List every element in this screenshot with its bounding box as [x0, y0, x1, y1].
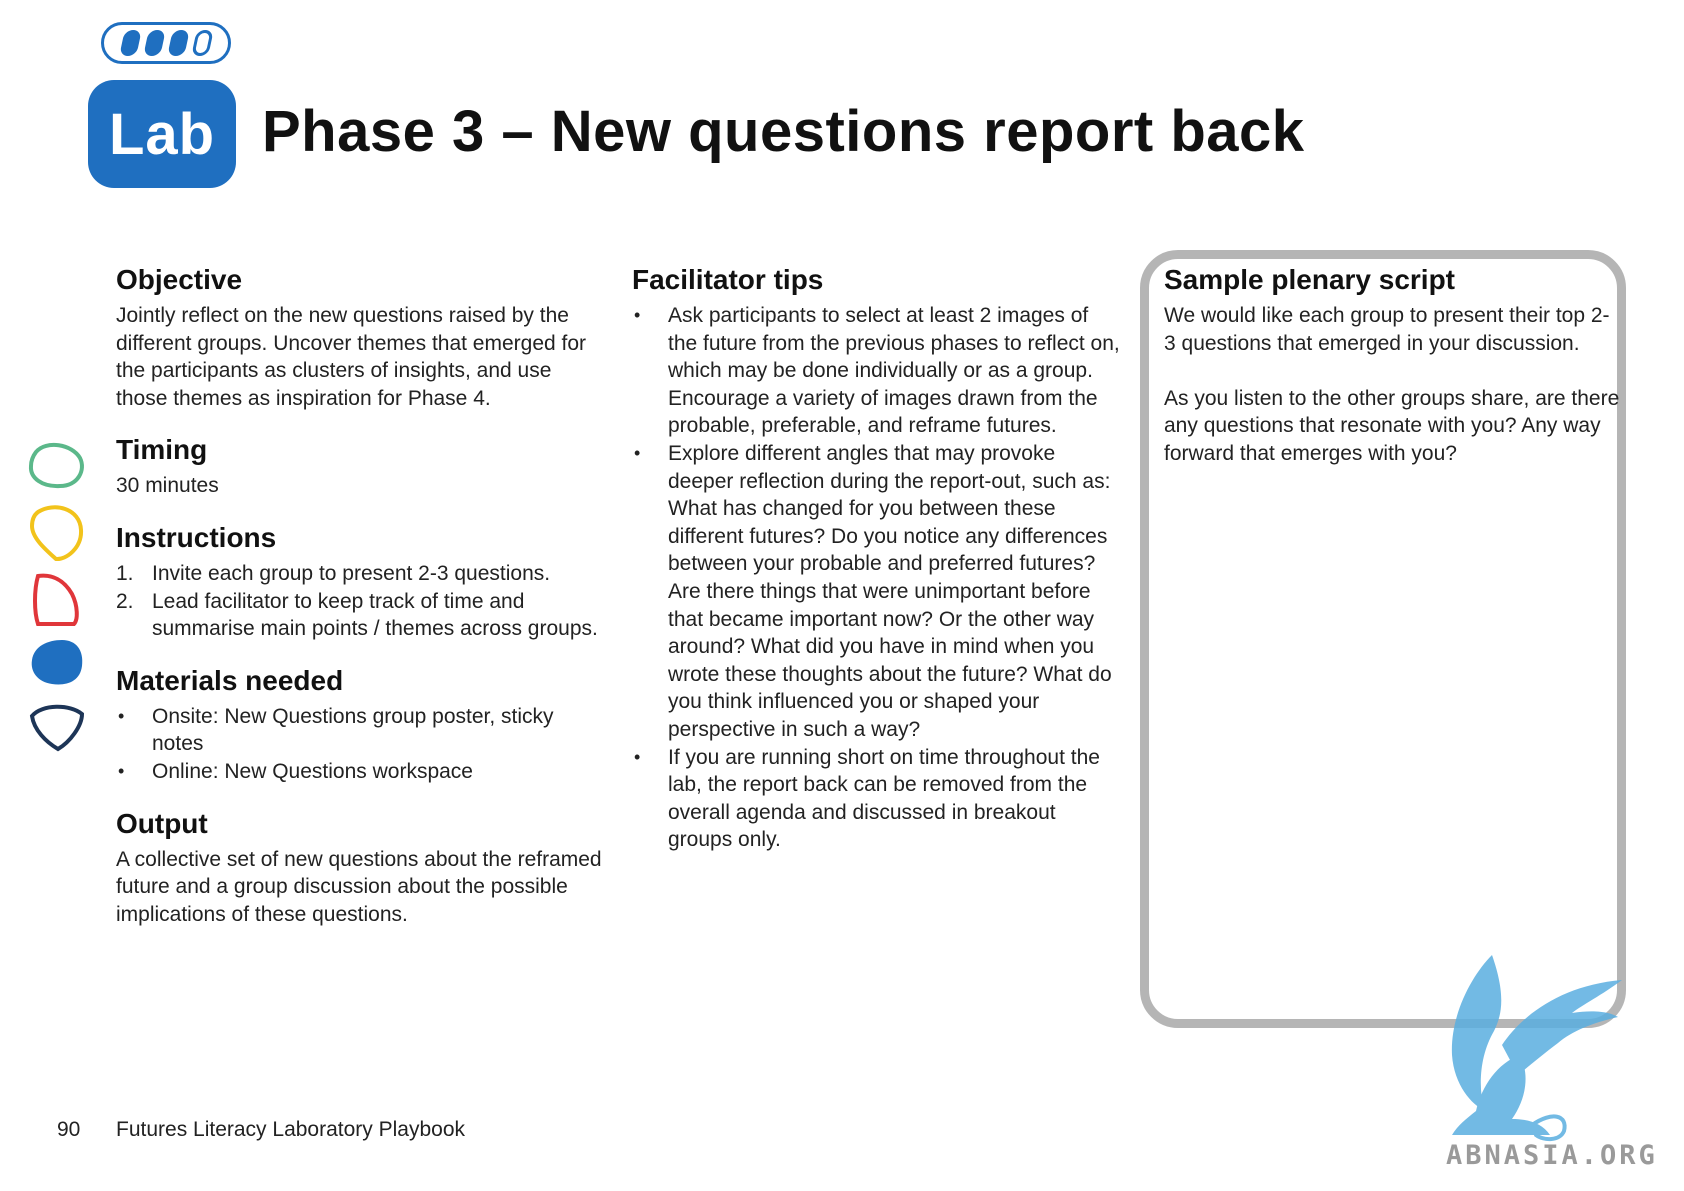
tips-list: • Ask participants to select at least 2 …: [632, 302, 1122, 854]
instructions-heading: Instructions: [116, 521, 277, 553]
bullet-icon: •: [634, 746, 641, 767]
list-item-text: Ask participants to select at least 2 im…: [668, 304, 1120, 438]
list-item: • Onsite: New Questions group poster, st…: [116, 703, 606, 758]
list-item: • Online: New Questions workspace: [116, 758, 606, 786]
objective-body: Jointly reflect on the new questions rai…: [116, 304, 587, 410]
blue-blob-filled-icon: [31, 640, 83, 685]
left-column: Objective Jointly reflect on the new que…: [116, 262, 606, 948]
progress-dot-filled: [142, 30, 166, 56]
lab-badge: Lab: [88, 80, 236, 188]
timing-section: Timing 30 minutes: [116, 432, 606, 500]
script-paragraph: We would like each group to present thei…: [1164, 304, 1610, 355]
list-item-text: Explore different angles that may provok…: [668, 441, 1112, 741]
bullet-icon: •: [634, 305, 641, 325]
progress-dot-filled: [118, 30, 142, 56]
instructions-list: 1. Invite each group to present 2-3 ques…: [116, 560, 606, 643]
list-item: • Explore different angles that may prov…: [632, 440, 1122, 744]
objective-section: Objective Jointly reflect on the new que…: [116, 262, 606, 412]
timing-body: 30 minutes: [116, 474, 219, 498]
red-blob-outline-icon: [33, 573, 79, 626]
instructions-section: Instructions 1. Invite each group to pre…: [116, 520, 606, 643]
tips-heading: Facilitator tips: [632, 264, 824, 295]
list-item: • Ask participants to select at least 2 …: [632, 302, 1122, 440]
middle-column: Facilitator tips • Ask participants to s…: [632, 262, 1122, 854]
watermark-text: ABNASIA.ORG: [1446, 1140, 1658, 1171]
list-item-text: If you are running short on time through…: [668, 745, 1100, 852]
list-number: 2.: [116, 589, 134, 613]
output-section: Output A collective set of new questions…: [116, 806, 606, 929]
yellow-blob-outline-icon: [29, 505, 83, 561]
progress-dot-filled: [166, 30, 190, 56]
bullet-icon: •: [634, 442, 641, 463]
list-item: 2. Lead facilitator to keep track of tim…: [116, 588, 606, 643]
list-number: 1.: [116, 561, 134, 585]
bullet-icon: •: [118, 705, 125, 726]
page-title: Phase 3 – New questions report back: [262, 99, 1305, 164]
list-item: 1. Invite each group to present 2-3 ques…: [116, 560, 606, 588]
list-item-text: Lead facilitator to keep track of time a…: [152, 589, 598, 641]
list-item-text: Invite each group to present 2-3 questio…: [152, 561, 551, 585]
materials-list: • Onsite: New Questions group poster, st…: [116, 703, 606, 786]
page-number: 90: [57, 1118, 81, 1141]
objective-heading: Objective: [116, 264, 243, 295]
list-item: • If you are running short on time throu…: [632, 744, 1122, 854]
green-blob-outline-icon: [28, 442, 84, 489]
sample-script-box: [1140, 250, 1626, 1028]
materials-heading: Materials needed: [116, 664, 344, 696]
materials-section: Materials needed • Onsite: New Questions…: [116, 663, 606, 786]
script-heading: Sample plenary script: [1164, 264, 1456, 295]
griffin-logo-icon: [1451, 955, 1622, 1142]
timing-heading: Timing: [116, 434, 208, 466]
script-paragraph: As you listen to the other groups share,…: [1164, 386, 1620, 465]
bullet-icon: •: [118, 760, 125, 781]
output-heading: Output: [116, 807, 208, 839]
progress-indicator: [101, 22, 231, 64]
list-item-text: Online: New Questions workspace: [152, 759, 473, 783]
progress-dot-empty: [190, 30, 214, 56]
navy-blob-outline-icon: [29, 704, 85, 752]
list-item-text: Onsite: New Questions group poster, stic…: [152, 704, 554, 756]
book-title: Futures Literacy Laboratory Playbook: [116, 1118, 466, 1141]
right-column: Sample plenary script We would like each…: [1164, 262, 1620, 468]
output-body: A collective set of new questions about …: [116, 847, 602, 926]
